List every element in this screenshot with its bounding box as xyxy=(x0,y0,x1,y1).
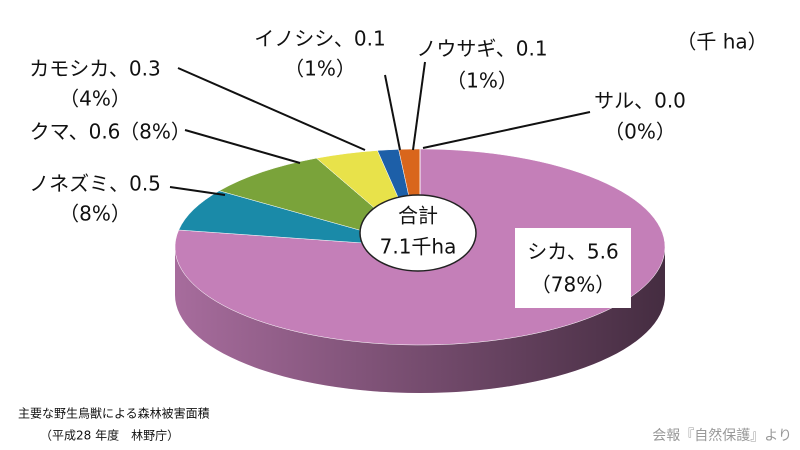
percent-label: （4%） xyxy=(59,87,131,111)
source: 主要な野生鳥獣による森林被害面積 xyxy=(18,406,210,421)
leader-line xyxy=(169,186,226,196)
leader-line xyxy=(184,129,301,164)
total-box xyxy=(359,194,477,272)
label-box xyxy=(515,228,631,308)
leader-line xyxy=(177,67,366,151)
value-label: シカ、5.6 xyxy=(527,240,618,264)
value-label: カモシカ、0.3 xyxy=(29,57,160,81)
value-label: サル、0.0 xyxy=(594,89,686,113)
value-label: クマ、0.6 xyxy=(30,120,121,144)
percent-label: （0%） xyxy=(604,120,676,144)
percent-label: （1%） xyxy=(284,57,356,81)
leader-line xyxy=(422,111,591,149)
unit-label: （千 ha） xyxy=(676,30,767,54)
value-label: ノウサギ、0.1 xyxy=(416,37,547,61)
credit: 会報『自然保護』より xyxy=(652,427,792,444)
value-label: ノネズミ、0.5 xyxy=(29,172,161,196)
percent-label: （78%） xyxy=(531,273,615,297)
side-shade xyxy=(175,247,665,393)
leader-line xyxy=(412,61,426,151)
leader-line xyxy=(384,74,401,151)
value-label: イノシシ、0.1 xyxy=(254,27,385,51)
percent-label: （1%） xyxy=(446,69,518,93)
percent-label: （8%） xyxy=(59,202,131,226)
total-value: 7.1千ha xyxy=(380,235,457,259)
total-label: 合計 xyxy=(398,204,438,228)
percent-label: （8%） xyxy=(119,120,191,144)
source-sub: （平成28 年度 林野庁） xyxy=(40,428,179,443)
